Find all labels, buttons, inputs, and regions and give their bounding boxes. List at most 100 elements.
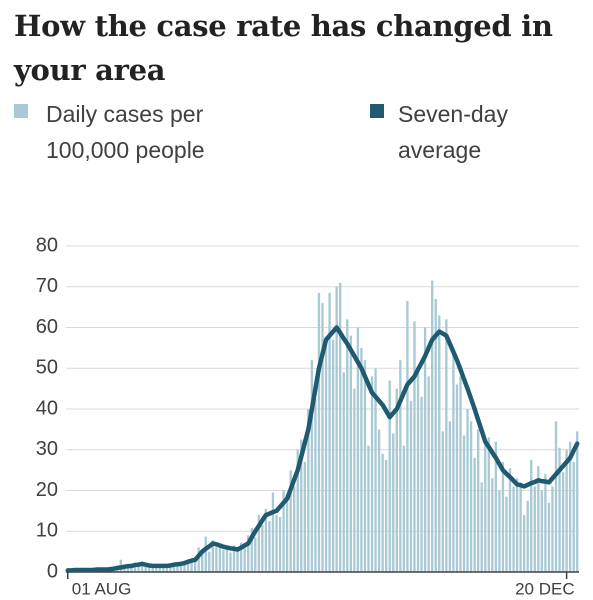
bar xyxy=(324,343,328,572)
bar xyxy=(285,494,289,572)
bar xyxy=(275,514,278,572)
bar xyxy=(303,461,306,572)
bar xyxy=(232,545,236,572)
bar xyxy=(385,459,388,572)
bar xyxy=(172,563,176,572)
bar xyxy=(515,478,519,572)
bar xyxy=(137,565,140,572)
bar xyxy=(264,508,268,572)
bar xyxy=(215,546,218,572)
bar xyxy=(473,457,476,572)
bar xyxy=(151,567,154,572)
bar xyxy=(289,470,292,572)
bar xyxy=(431,280,434,572)
bar xyxy=(186,559,190,572)
bar xyxy=(335,286,338,572)
bar xyxy=(399,360,402,572)
bar xyxy=(278,516,282,572)
bar xyxy=(296,449,299,572)
bar xyxy=(346,319,349,572)
bar xyxy=(225,545,229,572)
bar xyxy=(243,548,246,572)
bar xyxy=(455,384,459,572)
bar xyxy=(388,380,391,572)
bar xyxy=(406,301,409,572)
bar xyxy=(155,564,158,572)
legend-label: Seven-day average xyxy=(398,101,508,163)
bar xyxy=(293,486,296,572)
y-tick-label: 80 xyxy=(36,234,58,256)
legend-swatch xyxy=(14,104,28,118)
bar xyxy=(218,543,222,572)
bar xyxy=(377,429,381,572)
bar xyxy=(392,433,395,572)
bar xyxy=(519,482,522,572)
y-tick-label: 50 xyxy=(36,357,58,379)
bar xyxy=(140,563,144,572)
bar xyxy=(445,319,448,572)
bar xyxy=(236,551,239,572)
bar xyxy=(328,292,331,572)
bar xyxy=(487,437,490,572)
bar xyxy=(190,562,193,572)
bar xyxy=(165,565,168,572)
bar xyxy=(193,557,197,572)
bar xyxy=(257,514,260,572)
bar xyxy=(197,547,200,572)
bar xyxy=(130,564,133,572)
bar xyxy=(512,486,515,572)
bar xyxy=(268,521,271,572)
bar xyxy=(434,298,437,572)
bar xyxy=(576,431,579,572)
bar xyxy=(561,472,565,572)
bar xyxy=(363,360,367,572)
bar xyxy=(508,468,512,572)
bar xyxy=(501,461,505,572)
bar xyxy=(247,535,250,572)
bar xyxy=(409,400,413,572)
bar xyxy=(250,527,253,572)
bar xyxy=(448,421,452,572)
x-tick-label: 01 AUG xyxy=(72,579,132,598)
bar xyxy=(438,315,441,572)
bar xyxy=(572,461,575,572)
bar xyxy=(374,368,377,572)
bar xyxy=(530,459,533,572)
bar xyxy=(201,554,204,572)
bar xyxy=(126,567,130,572)
bar xyxy=(558,447,561,572)
legend-label: Daily cases per 100,000 people xyxy=(46,101,205,163)
bar xyxy=(452,347,455,572)
bar xyxy=(416,368,420,572)
y-tick-label: 0 xyxy=(47,560,58,582)
bar xyxy=(420,396,423,572)
y-tick-label: 30 xyxy=(36,438,58,460)
bar xyxy=(314,398,317,572)
bar xyxy=(477,429,480,572)
bar xyxy=(271,492,275,572)
bar xyxy=(254,537,257,572)
bar xyxy=(505,496,508,572)
bar xyxy=(307,409,310,572)
bar xyxy=(544,474,547,572)
bar xyxy=(469,421,473,572)
bar xyxy=(360,347,363,572)
bar xyxy=(423,327,427,572)
bar xyxy=(480,482,483,572)
legend-swatch xyxy=(370,104,384,118)
bar xyxy=(551,486,554,572)
bar xyxy=(282,490,285,572)
bar xyxy=(208,551,211,572)
bar xyxy=(310,360,314,572)
bar xyxy=(144,566,147,572)
bar xyxy=(353,388,356,572)
bar xyxy=(427,376,430,572)
bar xyxy=(554,421,558,572)
bar xyxy=(183,564,186,572)
bar xyxy=(381,453,384,572)
bar xyxy=(466,409,469,572)
bar xyxy=(204,536,207,572)
bar xyxy=(331,339,335,572)
bar xyxy=(494,441,498,572)
